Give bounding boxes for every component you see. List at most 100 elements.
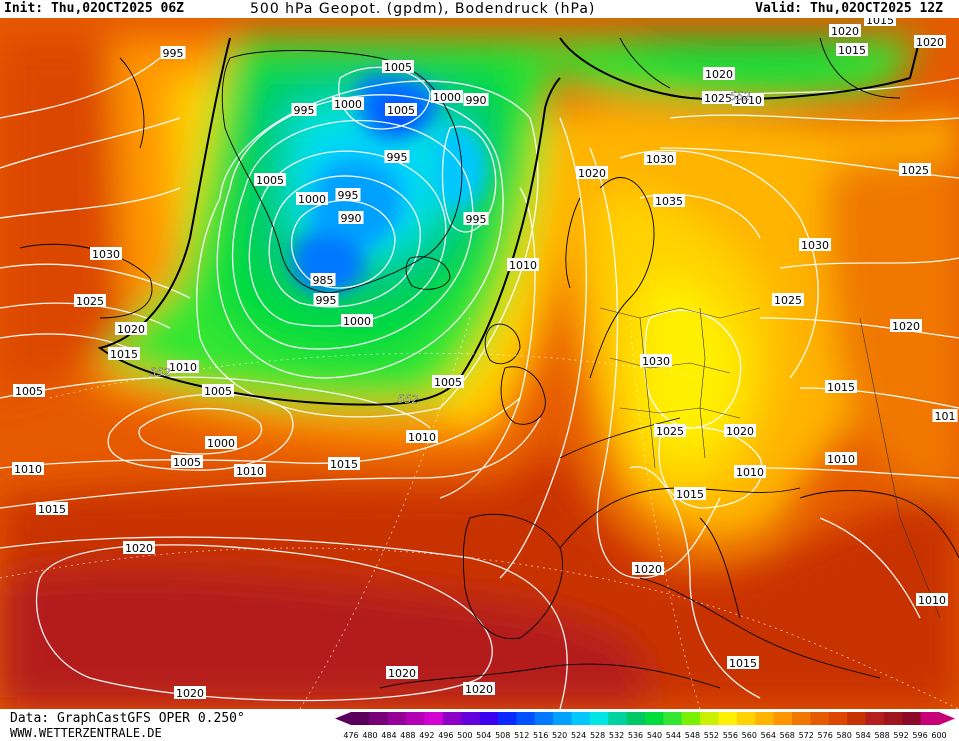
isobar-label-text: 1010 — [734, 94, 762, 107]
isobar-label-text: 1020 — [916, 36, 944, 49]
isobar-label-text: 1005 — [387, 104, 415, 117]
colorbar-cell — [883, 712, 903, 725]
colorbar-cell — [369, 712, 389, 725]
colorbar-tick-label: 600 — [931, 731, 946, 740]
isobar-label: 1010 — [507, 258, 539, 272]
isobar-label-text: 1025 — [76, 295, 104, 308]
isobar-label-text: 1020 — [176, 687, 204, 700]
colorbar-tick-label: 528 — [590, 731, 605, 740]
isobar-label: 1020 — [724, 424, 756, 438]
isobar-label-text: 1025 — [774, 294, 802, 307]
colorbar-cell — [718, 712, 738, 725]
colorbar-tick-label: 500 — [457, 731, 472, 740]
isobar-label: 1005 — [171, 455, 203, 469]
colorbar-tick-label: 552 — [704, 731, 719, 740]
colorbar-max-arrow — [939, 712, 955, 725]
isobar-label-text: 1010 — [736, 466, 764, 479]
colorbar-cell — [681, 712, 701, 725]
isobar-label-text: 995 — [294, 104, 315, 117]
isobar-label: 1020 — [890, 319, 922, 333]
isobar-label: 1020 — [914, 35, 946, 49]
colorbar-tick-label: 592 — [893, 731, 908, 740]
colorbar-cell — [663, 712, 683, 725]
isobar-label: 1030 — [640, 354, 672, 368]
isobar-label-text: 1005 — [173, 456, 201, 469]
colorbar-tick-label: 540 — [647, 731, 662, 740]
colorbar-cell — [828, 712, 848, 725]
isobar-label-text: 1000 — [334, 98, 362, 111]
isobar-label-text: 1000 — [207, 437, 235, 450]
isobar-label: 1020 — [463, 682, 495, 696]
isobar-labels: 995 1005 995 1000 1005 1000 990 995 1005 1000 995 9… — [12, 18, 958, 700]
isobar-label: 1035 — [653, 194, 685, 208]
colorbar: 476 480 484 488 492 496 500 504 508 512 516 520 524 5… — [335, 712, 955, 740]
colorbar-tick-label: 588 — [874, 731, 889, 740]
isobar-label: 1030 — [644, 152, 676, 166]
isobar-label-text: 1000 — [343, 315, 371, 328]
isobar-label-text: 995 — [316, 294, 337, 307]
isobar-label: 1005 — [385, 103, 417, 117]
isobar-label: 1030 — [799, 238, 831, 252]
isobar-label: 1020 — [829, 24, 861, 38]
colorbar-tick-label: 484 — [381, 731, 396, 740]
isobar-label-text: 1020 — [117, 323, 145, 336]
colorbar-tick-label: 508 — [495, 731, 510, 740]
colorbar-tick-label: 532 — [609, 731, 624, 740]
isobar-label-text: 1000 — [433, 91, 461, 104]
isobar-label-text: 985 — [313, 274, 334, 287]
colorbar-tick-label: 524 — [571, 731, 586, 740]
isobar-label: 990 — [463, 93, 489, 107]
isobar-label-text: 1005 — [256, 174, 284, 187]
colorbar-cell — [571, 712, 591, 725]
isobar-label: 990 — [338, 211, 364, 225]
colorbar-cell — [406, 712, 425, 725]
isobar-label-text: 1015 — [838, 44, 866, 57]
isobar-label: 1020 — [386, 666, 418, 680]
isobar-label: 1005 — [202, 384, 234, 398]
isobar-label-text: 1005 — [384, 61, 412, 74]
isobar-label-text: 1000 — [298, 193, 326, 206]
isobar-label-text: 1020 — [831, 25, 859, 38]
colorbar-tick-label: 488 — [400, 731, 415, 740]
colorbar-cell — [773, 712, 793, 725]
website-credit: WWW.WETTERZENTRALE.DE — [10, 726, 162, 740]
isobar-label: 995 — [313, 293, 339, 307]
colorbar-cell — [553, 712, 572, 725]
isobar-label-text: 995 — [387, 151, 408, 164]
colorbar-cell — [626, 712, 646, 725]
isobar-label: 1015 — [108, 347, 140, 361]
isobar-label-text: 1030 — [646, 153, 674, 166]
isobar-label: 1025 — [899, 163, 931, 177]
contour-labels: 552 552 552 — [149, 90, 750, 406]
colorbar-cell — [516, 712, 536, 725]
colorbar-tick-label: 548 — [685, 731, 700, 740]
isobar-label: 1010 — [732, 93, 764, 107]
colorbar-cell — [902, 712, 922, 725]
isobar-label-text: 1020 — [465, 683, 493, 696]
isobar-label-text: 995 — [466, 213, 487, 226]
isobar-label: 1010 — [12, 462, 44, 476]
isobar-label: 1010 — [167, 360, 199, 374]
isobar-label: 1025 — [654, 424, 686, 438]
isobar-label: 101 — [932, 409, 958, 423]
colorbar-cell — [700, 712, 719, 725]
isobar-label: 1005 — [432, 375, 464, 389]
colorbar-tick-label: 556 — [723, 731, 738, 740]
isobar-label: 1015 — [328, 457, 360, 471]
colorbar-cell — [498, 712, 517, 725]
isobar-label-text: 1005 — [434, 376, 462, 389]
isobar-label-text: 1025 — [704, 92, 732, 105]
isobar-label-text: 1035 — [655, 195, 683, 208]
colorbar-cell — [442, 712, 462, 725]
colorbar-tick-label: 480 — [362, 731, 377, 740]
graticule — [0, 317, 959, 709]
isobar-label: 995 — [384, 150, 410, 164]
isobar-label-text: 1015 — [729, 657, 757, 670]
colorbar-tick-label: 560 — [742, 731, 757, 740]
init-time: Init: Thu,02OCT2025 06Z — [4, 1, 185, 16]
isobar-label: 1010 — [825, 452, 857, 466]
isobar-label: 1020 — [123, 541, 155, 555]
isobar-label-text: 1010 — [827, 453, 855, 466]
isobar-label-text: 1010 — [14, 463, 42, 476]
